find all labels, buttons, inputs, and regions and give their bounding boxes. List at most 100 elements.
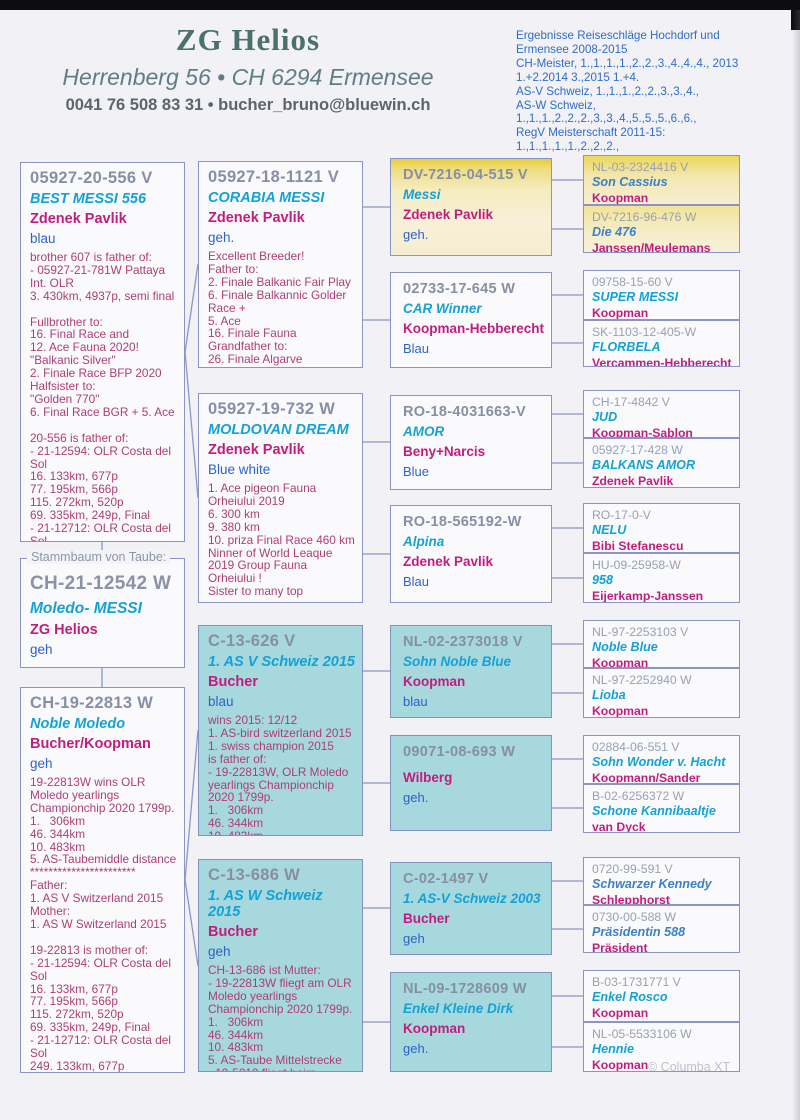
breeder-name: Koopman: [592, 306, 649, 320]
scan-edge-right: [792, 10, 800, 1120]
breeder-name: Schlepphorst: [592, 893, 670, 905]
breeder-name: Zdenek Pavlik: [208, 442, 305, 458]
pedigree-box-gen4-10: NL-97-2252940 W Lioba Koopman: [583, 668, 740, 718]
pedigree-box-gen4-7: RO-17-0-V NELU Bibi Stefanescu: [583, 503, 740, 553]
page-title: ZG Helios: [175, 22, 321, 57]
ring-number: NL-97-2252940 W: [592, 673, 692, 687]
breeder-name: Koopman: [592, 704, 649, 718]
ring-number: 0720-99-591 V: [592, 862, 673, 876]
breeder-name: Bibi Stefanescu: [592, 539, 684, 553]
breeder-name: Koopman: [592, 656, 649, 668]
breeder-name: Vercammen-Hebberecht: [592, 356, 732, 367]
pedigree-box-gen4-2: DV-7216-96-476 W Die 476 Janssen/Meulema…: [583, 205, 740, 253]
ring-number: 05927-17-428 W: [592, 443, 683, 457]
color-line: Blue white: [208, 462, 271, 477]
breeder-name: Eijerkamp-Janssen: [592, 589, 704, 603]
color-line: geh: [30, 642, 53, 657]
pedigree-box-gen2-1: 05927-18-1121 V CORABIA MESSI Zdenek Pav…: [198, 161, 363, 368]
breeder-name: Wilberg: [403, 770, 453, 785]
color-line: blau: [30, 231, 56, 246]
ring-number: 02733-17-645 W: [403, 281, 516, 297]
ring-number: DV-7216-96-476 W: [592, 210, 697, 224]
pedigree-box-gen3-1: DV-7216-04-515 V Messi Zdenek Pavlik geh…: [390, 158, 552, 256]
breeder-name: Koopman: [403, 674, 466, 689]
pedigree-box-gen3-8: NL-09-1728609 W Enkel Kleine Dirk Koopma…: [390, 972, 552, 1072]
pedigree-box-gen4-16: NL-05-5533106 W Hennie Koopman: [583, 1022, 740, 1072]
pedigree-box-gen4-12: B-02-6256372 W Schone Kannibaaltje van D…: [583, 784, 740, 833]
pedigree-box-gen1-sire: 05927-20-556 V BEST MESSI 556 Zdenek Pav…: [20, 162, 185, 542]
breeder-name: Koopman: [592, 191, 649, 205]
ring-number: C-13-626 V: [208, 632, 296, 650]
ring-number: 05927-19-732 W: [208, 400, 336, 418]
breeder-name: Präsident: [592, 941, 648, 953]
achievement-notes: 1. Ace pigeon Fauna Orheiului 2019 6. 30…: [208, 481, 355, 599]
pigeon-name: CORABIA MESSI: [208, 190, 325, 206]
loft-address: Herrenberg 56 • CH 6294 Ermensee: [62, 64, 434, 90]
ring-number: NL-97-2253103 V: [592, 625, 689, 639]
loft-header: ZG Helios Herrenberg 56 • CH 6294 Ermens…: [28, 22, 468, 115]
breeder-name: Zdenek Pavlik: [208, 210, 305, 226]
pedigree-box-gen4-8: HU-09-25958-W 958 Eijerkamp-Janssen: [583, 553, 740, 603]
achievement-notes: wins 2015: 12/12 1. AS-bird switzerland …: [208, 713, 352, 835]
pigeon-name: Noble Moledo: [30, 716, 126, 732]
race-results-summary: Ergebnisse Reiseschläge Hochdorf und Erm…: [516, 29, 739, 154]
pigeon-name: Enkel Kleine Dirk: [403, 1001, 514, 1016]
pigeon-name: SUPER MESSI: [592, 290, 679, 304]
ring-number: 05927-18-1121 V: [208, 168, 340, 186]
pigeon-name: BALKANS AMOR: [592, 458, 696, 472]
pedigree-box-gen3-2: 02733-17-645 W CAR Winner Koopman-Hebber…: [390, 272, 552, 368]
pigeon-name: Schone Kannibaaltje: [592, 804, 716, 818]
pigeon-name: Enkel Rosco: [592, 990, 668, 1004]
color-line: geh.: [403, 227, 429, 242]
color-line: blau: [403, 694, 428, 709]
pedigree-box-gen4-1: NL-03-2324416 V Son Cassius Koopman: [583, 155, 740, 205]
breeder-name: Koopman: [592, 1006, 649, 1020]
ring-number: CH-19-22813 W: [30, 694, 154, 712]
breeder-name: Janssen/Meulemans: [592, 241, 711, 253]
loft-contact: 0041 76 508 83 31 • bucher_bruno@bluewin…: [65, 96, 431, 114]
pigeon-name: 1. AS W Schweiz 2015: [208, 888, 323, 920]
color-line: geh.: [403, 790, 429, 805]
pigeon-name: FLORBELA: [592, 340, 661, 354]
pigeon-name: BEST MESSI 556: [30, 191, 147, 207]
ring-number: 0730-00-588 W: [592, 910, 677, 924]
ring-number: RO-18-565192-W: [403, 514, 522, 530]
pigeon-name: Die 476: [592, 225, 637, 239]
pigeon-name: NELU: [592, 523, 627, 537]
color-line: geh: [403, 931, 425, 946]
pedigree-box-subject: Stammbaum von Taube: CH-21-12542 W Moled…: [20, 550, 185, 668]
ring-number: CH-21-12542 W: [30, 573, 172, 594]
pigeon-name: MOLDOVAN DREAM: [208, 422, 349, 438]
breeder-name: ZG Helios: [30, 622, 98, 638]
ring-number: NL-03-2324416 V: [592, 160, 689, 174]
ring-number: C-13-686 W: [208, 866, 300, 884]
color-line: geh: [30, 756, 53, 771]
pigeon-name: Son Cassius: [592, 175, 668, 189]
pedigree-box-gen4-4: SK-1103-12-405-W FLORBELA Vercammen-Hebb…: [583, 320, 740, 367]
ring-number: NL-05-5533106 W: [592, 1027, 692, 1041]
ring-number: 02884-06-551 V: [592, 740, 680, 754]
pigeon-name: AMOR: [403, 424, 445, 439]
ring-number: C-02-1497 V: [403, 871, 489, 887]
color-line: blau: [208, 694, 234, 709]
color-line: geh: [208, 944, 231, 959]
color-line: geh.: [403, 1041, 429, 1056]
ring-number: NL-02-2373018 V: [403, 634, 523, 650]
ring-number: RO-18-4031663-V: [403, 404, 526, 420]
pigeon-name: 958: [592, 573, 614, 587]
ring-number: HU-09-25958-W: [592, 558, 681, 572]
pigeon-name: Präsidentin 588: [592, 925, 686, 939]
achievement-notes: 19-22813W wins OLR Moledo yearlings Cham…: [30, 775, 177, 1073]
achievement-notes: brother 607 is father of: - 05927-21-781…: [30, 250, 175, 542]
pedigree-box-gen4-6: 05927-17-428 W BALKANS AMOR Zdenek Pavli…: [583, 438, 740, 488]
pigeon-name: 1. AS V Schweiz 2015: [208, 654, 355, 670]
pigeon-name: Sohn Wonder v. Hacht: [592, 755, 726, 769]
pigeon-name: 1. AS-V Schweiz 2003: [403, 891, 541, 906]
breeder-name: Bucher: [208, 924, 258, 940]
breeder-name: Zdenek Pavlik: [403, 554, 494, 569]
breeder-name: Koopman: [592, 1058, 649, 1072]
breeder-name: Koopman: [403, 1021, 466, 1036]
breeder-name: Bucher: [403, 911, 450, 926]
ring-number: 09758-15-60 V: [592, 275, 673, 289]
color-line: Blue: [403, 464, 430, 479]
